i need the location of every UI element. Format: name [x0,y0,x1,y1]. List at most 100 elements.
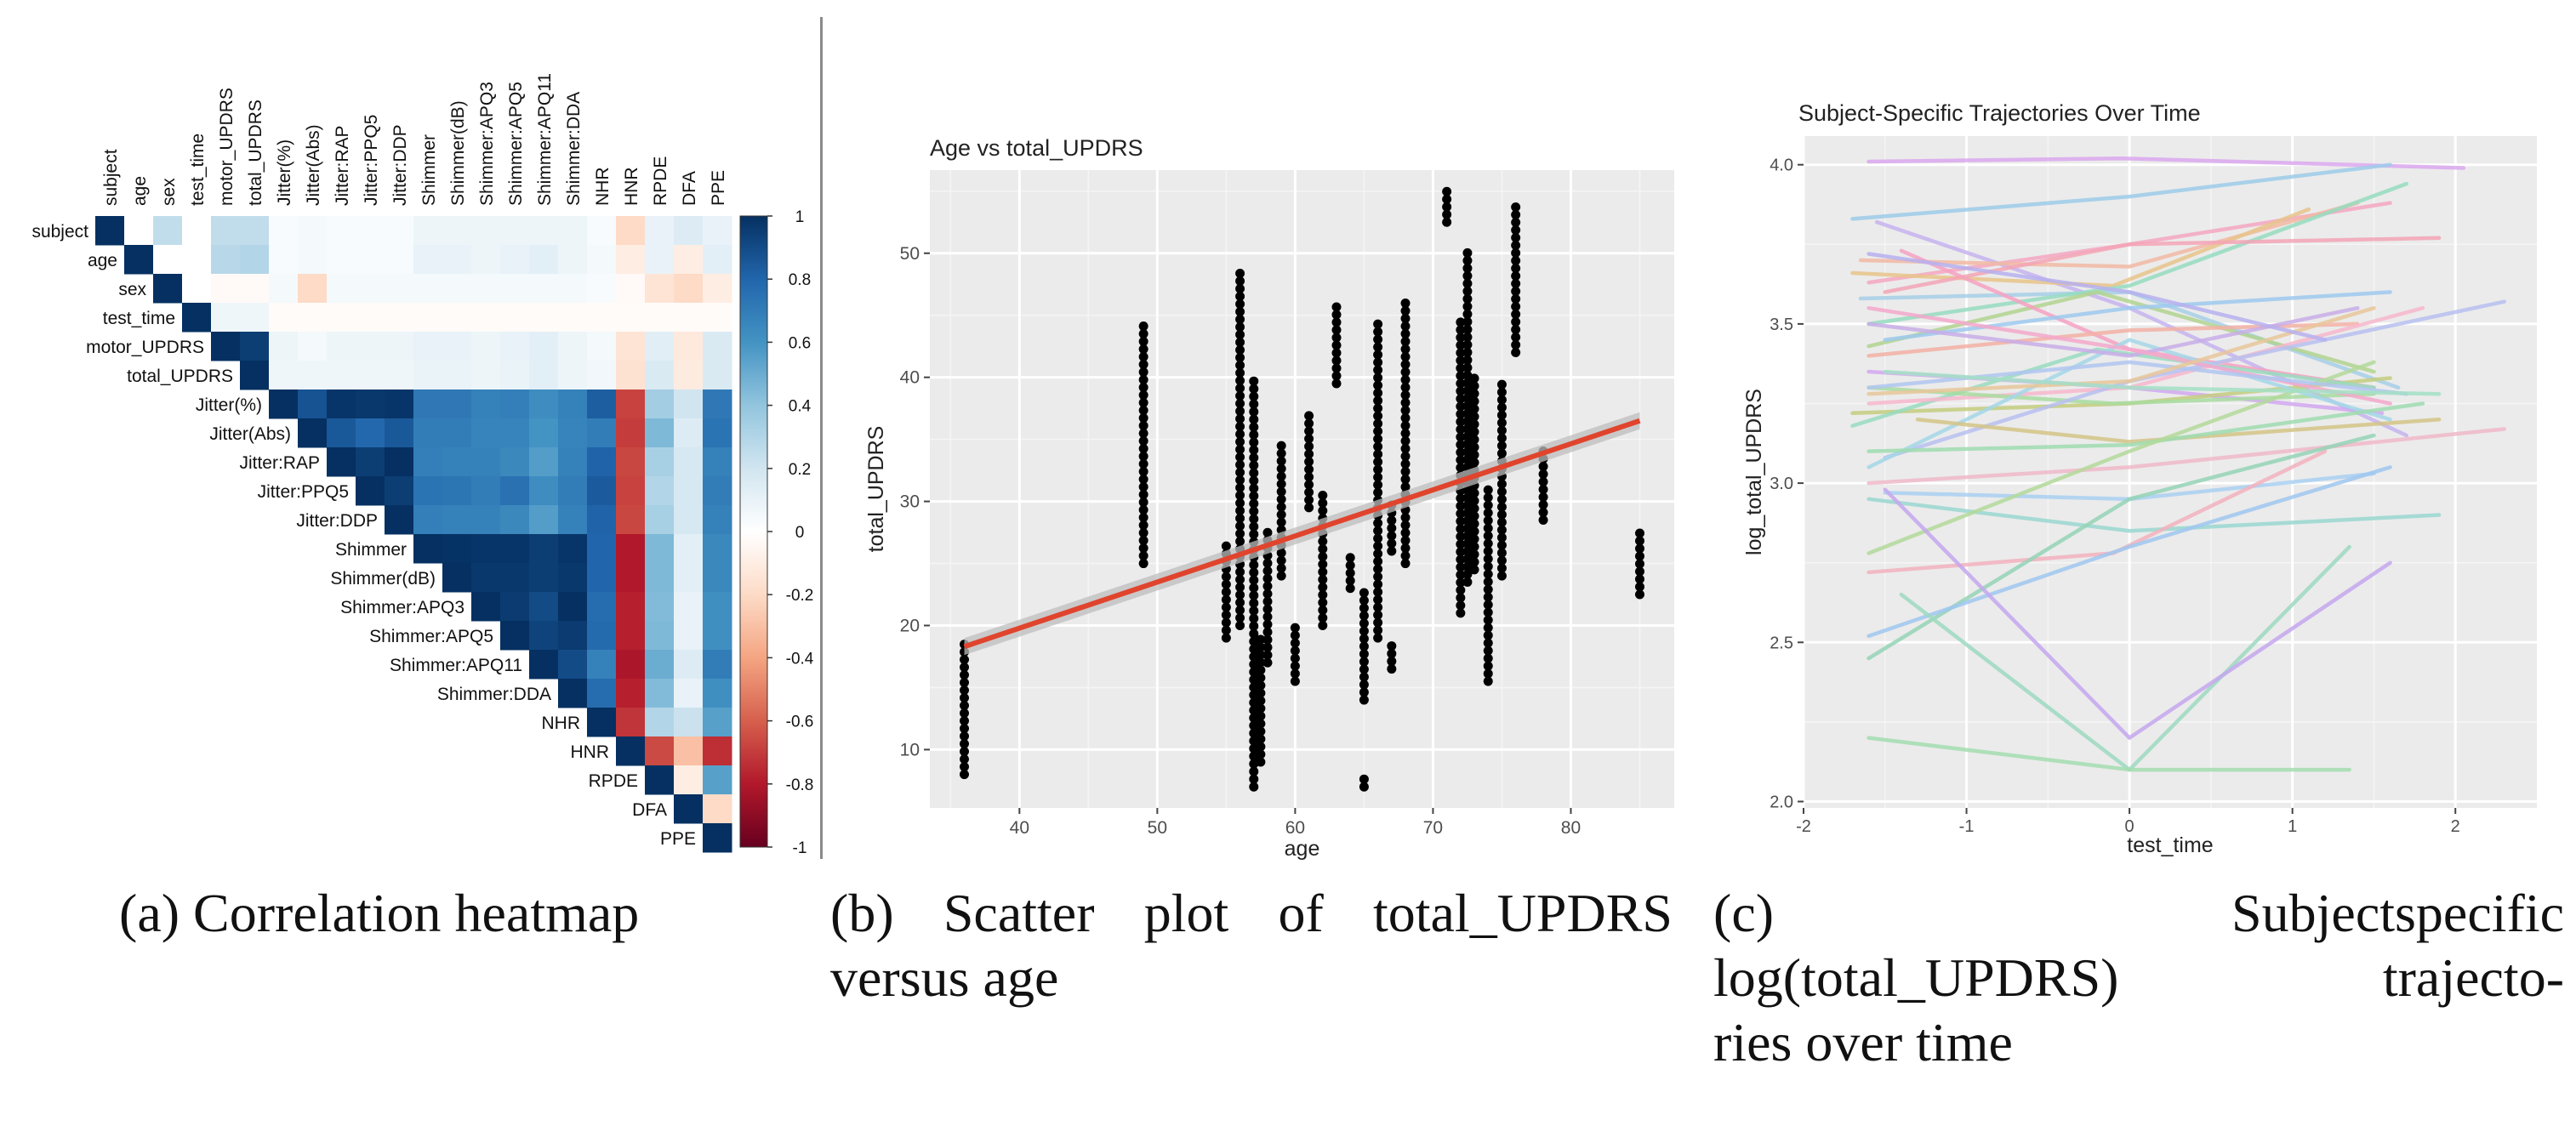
scatter-point [1456,340,1466,350]
scatter-point [1496,395,1507,405]
heatmap-col-label: subject [101,149,121,206]
heatmap-cell [385,447,414,477]
heatmap-cell [645,736,675,766]
scatter-point [1345,553,1355,563]
scatter-point [1469,542,1479,552]
heatmap-cell [703,390,732,419]
scatter-point [1256,650,1266,660]
caption-c: (c) Subjectspecific log(total_UPDRS) tra… [1713,881,2564,1075]
heatmap-row-label: Jitter:PPQ5 [258,482,349,502]
scatter-point [1276,555,1286,566]
scatter-point [1634,528,1644,538]
scatter-point [1469,488,1479,498]
heatmap-cell [182,303,212,333]
scatter-point [1359,618,1369,628]
scatter-point [1373,426,1383,436]
scatter-point [1373,480,1383,490]
heatmap-cell [500,361,530,390]
scatter-point [1483,592,1493,602]
scatter-point [1249,774,1259,784]
heatmap-row-label: Shimmer(dB) [330,569,436,589]
scatter-point [1235,529,1245,539]
scatter-point [1511,240,1521,250]
x-tick-label: 80 [1561,818,1581,838]
scatter-point [1462,309,1473,319]
scatter-point [1249,529,1259,539]
heatmap-cell [211,216,241,246]
scatter-point [1138,329,1148,339]
colorbar-tick-label: -0.8 [786,776,814,794]
scatter-point [1249,491,1259,501]
scatter-point [1318,567,1328,577]
heatmap-cell [674,216,704,246]
heatmap-cell [674,563,704,593]
scatter-point [1469,412,1479,422]
scatter-point [1235,292,1245,302]
scatter-point [1235,269,1245,279]
scatter-point [1462,362,1473,372]
colorbar-tick-label: -0.4 [786,650,814,668]
scatter-point [1138,375,1148,385]
scatter-point [1496,441,1507,451]
heatmap-row-label: RPDE [589,771,638,791]
heatmap-cell [95,216,125,246]
scatter-point [1456,501,1466,511]
trajectory-line [1883,487,2392,740]
scatter-point [1456,547,1466,557]
scatter-point [1462,286,1473,296]
heatmap-cell [616,303,646,333]
scatter-point [1290,653,1300,663]
scatter-point [1496,448,1507,458]
heatmap-cell [500,332,530,361]
scatter-point [1462,577,1473,587]
heatmap-cell [471,476,501,506]
heatmap-cell [240,332,270,361]
scatter-point [960,678,970,688]
heatmap-row-label: NHR [542,714,581,733]
heatmap-cell [471,390,501,419]
scatter-point [1496,379,1507,390]
colorbar-ticks: 1 0.8 0.6 0.4 0.2 0 -0.2 -0.4 -0.6 -0.8 -1 [767,208,814,857]
y-tick-label: 10 [900,740,920,759]
heatmap-cell [500,216,530,246]
heatmap-cell [413,303,443,333]
scatter-point [1456,378,1466,389]
heatmap-cell [442,476,472,506]
scatter-point [1462,255,1473,265]
heatmap-cell [616,736,646,766]
scatter-point [1359,664,1369,674]
scatter-point [1262,566,1273,576]
heatmap-cell [645,390,675,419]
y-tick-label: 2.5 [1770,634,1793,652]
scatter-point [1373,418,1383,429]
scatter-point [1442,217,1452,227]
scatter-point [1511,332,1521,342]
scatter-point [1496,563,1507,573]
trajectory-line [1883,290,2392,342]
scatter-point [1400,520,1411,531]
scatter-point [1496,548,1507,558]
scatter-point [1249,575,1259,585]
heatmap-cell [211,303,241,333]
scatter-point [1138,559,1148,569]
scatter-point [1235,429,1245,440]
scatter-point [1262,627,1273,637]
trajectory-line [1866,321,2360,358]
colorbar-tick-label: 0.4 [789,398,812,416]
scatter-point [1318,560,1328,570]
heatmap-row-label: Shimmer:APQ5 [369,627,493,646]
heatmap-cell [471,563,501,593]
scatter-point [1469,534,1479,544]
scatter-point [1400,528,1411,538]
scatter-point [1235,361,1245,371]
scatter-point [1538,484,1548,494]
heatmap-cell [269,303,299,333]
heatmap-cell [587,505,617,535]
heatmap-cell [703,823,732,853]
scatter-point [1483,531,1493,541]
heatmap-cell [356,216,385,246]
heatmap-cell [587,650,617,680]
heatmap-cell [356,390,385,419]
scatter-point [1400,383,1411,393]
scatter-point [1249,384,1259,394]
